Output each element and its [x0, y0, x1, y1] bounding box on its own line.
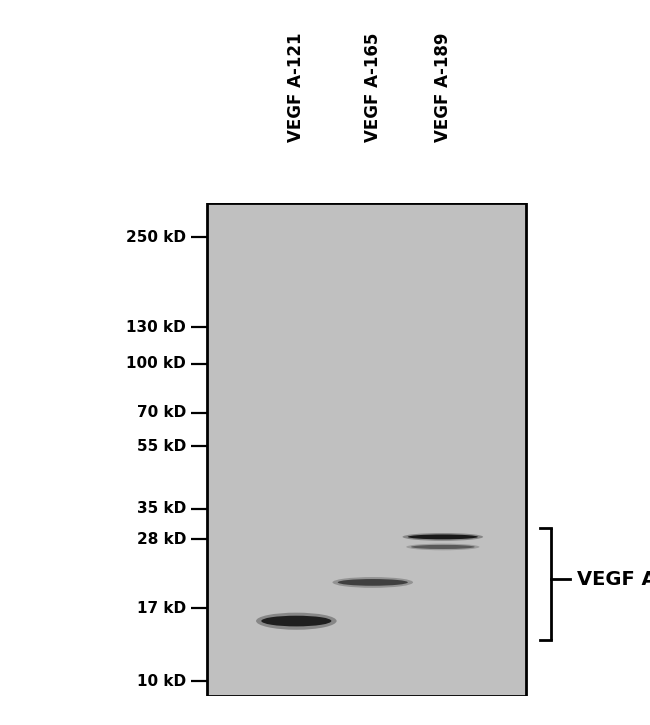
Ellipse shape	[261, 616, 332, 626]
Text: 55 kD: 55 kD	[137, 439, 186, 454]
Text: VEGF A-165: VEGF A-165	[364, 33, 382, 143]
Ellipse shape	[406, 544, 480, 550]
Ellipse shape	[256, 613, 337, 630]
Text: VEGF A-189: VEGF A-189	[434, 33, 452, 143]
Ellipse shape	[402, 533, 483, 541]
Text: 250 kD: 250 kD	[126, 230, 186, 244]
Bar	[207, 203, 526, 696]
Text: 28 kD: 28 kD	[136, 532, 186, 547]
Ellipse shape	[411, 545, 474, 549]
Text: 70 kD: 70 kD	[137, 405, 186, 420]
Text: VEGF A-121: VEGF A-121	[287, 33, 306, 143]
Text: 17 kD: 17 kD	[137, 601, 186, 616]
Ellipse shape	[408, 534, 478, 539]
Text: 130 kD: 130 kD	[126, 320, 186, 335]
Ellipse shape	[338, 579, 408, 586]
Text: VEGF A: VEGF A	[577, 570, 650, 589]
Ellipse shape	[333, 577, 413, 588]
Text: 10 kD: 10 kD	[137, 674, 186, 689]
Text: 100 kD: 100 kD	[126, 356, 186, 371]
Text: 35 kD: 35 kD	[137, 501, 186, 516]
